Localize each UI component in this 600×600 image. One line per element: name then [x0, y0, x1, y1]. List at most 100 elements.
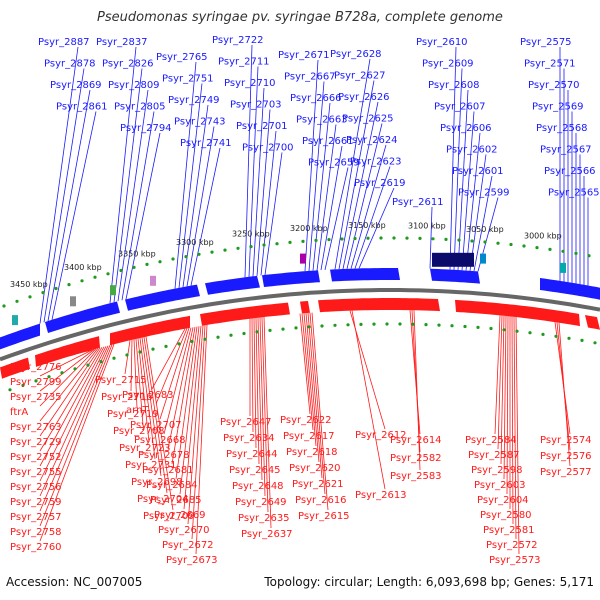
gene-label: Psyr_2668	[134, 435, 186, 446]
tick-dot	[515, 329, 519, 333]
leader-line	[449, 46, 457, 270]
leader-line	[469, 154, 487, 271]
gene-label: Psyr_2731	[125, 460, 177, 471]
leader-line	[334, 58, 371, 270]
leader-line	[494, 315, 501, 435]
tick-dot	[262, 243, 266, 247]
leader-line	[178, 83, 203, 288]
forward-gene-block	[540, 278, 600, 300]
leader-line	[351, 310, 386, 490]
gene-label: Psyr_2698	[131, 477, 183, 488]
tick-dot	[483, 240, 487, 244]
leader-line	[513, 316, 517, 540]
leader-line	[141, 337, 162, 477]
tick-dot	[106, 272, 110, 276]
tick-dot	[411, 322, 415, 326]
tick-dot	[333, 323, 337, 327]
reverse-gene-block	[585, 315, 600, 330]
scale-label: 3150 kbp	[348, 221, 386, 230]
tick-dot	[587, 254, 591, 258]
gene-label: Psyr_2619	[354, 178, 406, 189]
leader-line	[244, 44, 253, 278]
forward-gene-labels: Psyr_2887Psyr_2878Psyr_2869Psyr_2861Psyr…	[38, 35, 600, 208]
leader-line	[263, 316, 272, 529]
annotation-mark	[12, 315, 18, 326]
leader-line	[163, 327, 192, 435]
tick-dot	[340, 237, 344, 241]
reverse-gene-labels: Psyr_2776 Psyr_2799 Psyr_2735 ftrA Psyr_2763…	[10, 362, 592, 566]
leader-line	[304, 59, 319, 272]
leader-line	[39, 348, 99, 422]
leader-line	[167, 327, 194, 450]
gene-label: Psyr_2709	[143, 511, 195, 522]
gene-label: Psyr_2573	[489, 555, 541, 566]
tick-dot	[73, 367, 77, 371]
tick-dot	[47, 375, 51, 379]
leader-line	[261, 317, 269, 513]
leader-line	[51, 111, 97, 320]
gene-label: Psyr_2587	[468, 450, 520, 461]
tick-dot	[450, 324, 454, 328]
leader-line	[155, 328, 188, 405]
leader-line	[248, 66, 259, 277]
tick-dot	[392, 236, 396, 240]
leader-line	[187, 325, 204, 525]
gene-label: Psyr_2710	[224, 78, 276, 89]
gene-label: Psyr_2622	[280, 415, 332, 426]
scale-label: 3450 kbp	[10, 280, 48, 289]
accession-text: Accession: NC_007005	[6, 575, 143, 589]
leader-line	[558, 322, 571, 467]
tick-dot	[216, 335, 220, 339]
tick-dot	[60, 371, 64, 375]
leader-line	[39, 347, 101, 437]
gene-label: Psyr_2704	[137, 494, 189, 505]
tick-dot	[184, 255, 188, 259]
tick-dot	[21, 383, 25, 387]
annotation-mark	[150, 275, 156, 286]
gene-label: Psyr_2678	[138, 450, 190, 461]
tick-dot	[346, 323, 350, 327]
tick-dot	[86, 363, 90, 367]
reverse-gene-block	[300, 301, 310, 314]
gene-label: Psyr_2581	[483, 525, 535, 536]
gene-label: Psyr_2612	[355, 430, 407, 441]
leader-line	[413, 310, 421, 471]
gene-label: Psyr_2618	[286, 447, 338, 458]
tick-dot	[457, 238, 461, 242]
leader-line	[252, 87, 265, 277]
forward-gene-block	[430, 268, 480, 284]
gene-label: Psyr_2616	[295, 495, 347, 506]
leader-line	[39, 346, 105, 467]
gene-label: Psyr_2669	[154, 510, 206, 521]
tick-dot	[522, 244, 526, 248]
tick-dot	[574, 251, 578, 255]
gene-label: Psyr_2673	[166, 555, 218, 566]
tick-dot	[99, 360, 103, 364]
gene-label: Psyr_2598	[471, 465, 523, 476]
gene-label: Psyr_2722	[212, 35, 264, 46]
tick-dot	[593, 341, 597, 345]
leader-line	[461, 111, 475, 271]
gene-label: Psyr_2715	[95, 375, 147, 386]
scale-labels: 3450 kbp 3400 kbp 3350 kbp 3300 kbp 3250 kbp…	[10, 221, 562, 289]
gene-label: Psyr_2608	[428, 80, 480, 91]
leader-line	[145, 336, 174, 511]
leader-line	[39, 349, 95, 392]
tick-dot	[34, 379, 38, 383]
gene-label: Psyr_2671	[278, 50, 330, 61]
leader-line	[256, 109, 271, 276]
gene-label: Psyr_2649	[235, 497, 287, 508]
gene-label: Psyr_2711	[218, 57, 270, 68]
leader-line	[182, 104, 209, 288]
gene-label: Psyr_2576	[540, 451, 592, 462]
tick-dot	[496, 241, 500, 245]
genome-backbone	[0, 288, 600, 362]
reverse-gene-block	[318, 298, 440, 313]
gene-label: Psyr_2644	[226, 449, 278, 460]
tick-dot	[281, 327, 285, 331]
gene-label: Psyr_2716	[101, 392, 153, 403]
tick-dot	[554, 334, 558, 338]
gene-label: Psyr_2666	[290, 93, 342, 104]
gene-label: Psyr_2609	[422, 59, 474, 70]
